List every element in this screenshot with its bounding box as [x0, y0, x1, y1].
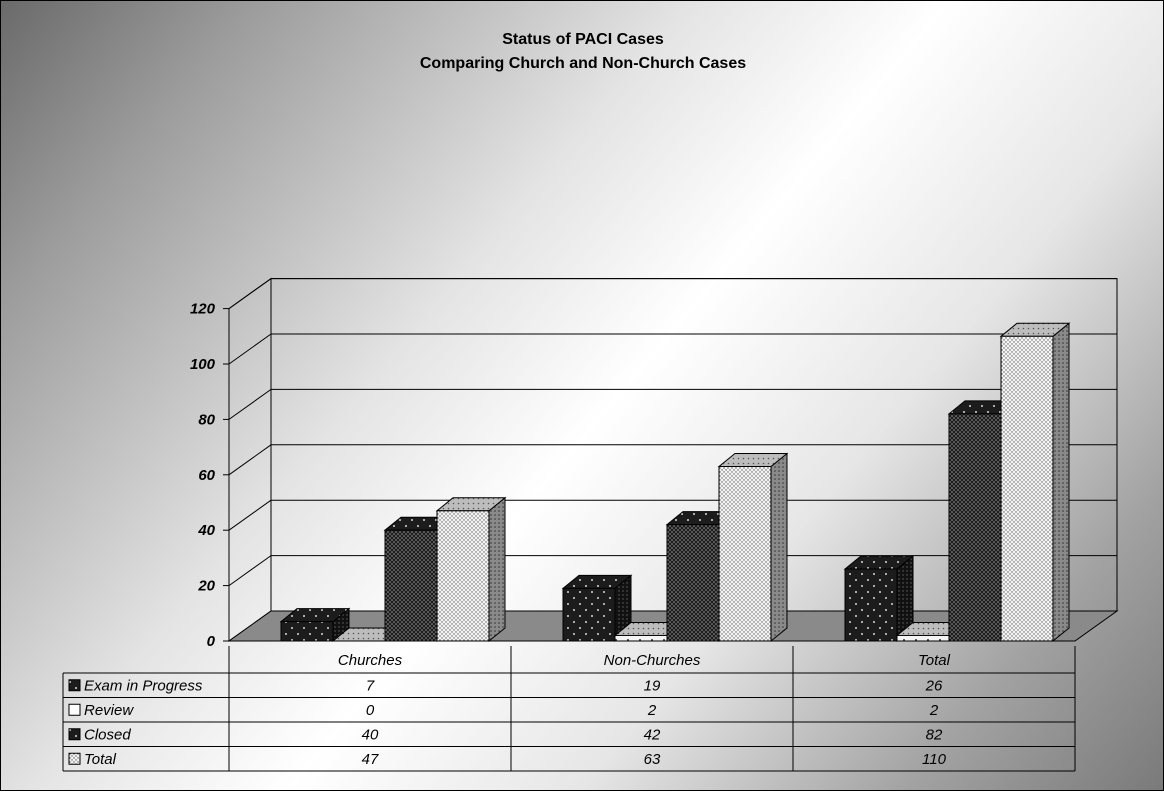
bar	[435, 496, 507, 643]
category-label: Churches	[338, 652, 403, 669]
y-tick-label: 60	[198, 467, 215, 484]
bars-group	[279, 322, 1071, 643]
bar-front	[436, 510, 490, 642]
table-cell: 19	[644, 677, 661, 694]
legend-swatch	[68, 728, 81, 741]
table-cell: 110	[922, 751, 947, 768]
bar	[717, 452, 789, 643]
legend-entry: Closed	[84, 726, 131, 743]
bar-front	[1000, 335, 1054, 642]
bar-front	[718, 465, 772, 642]
legend-swatch	[68, 752, 81, 765]
y-tick-label: 0	[207, 633, 216, 650]
table-cell: 2	[647, 702, 657, 719]
bar-front	[896, 634, 950, 642]
gridline-side	[228, 388, 272, 420]
y-tick-label: 80	[198, 411, 215, 428]
legend-swatch	[68, 703, 81, 716]
category-label: Total	[918, 652, 951, 669]
bar-front	[614, 634, 668, 642]
table-cell: 2	[929, 702, 939, 719]
legend-entry: Review	[84, 702, 134, 719]
legend-entry: Total	[84, 751, 117, 768]
bar-front	[562, 587, 616, 642]
legend-entry: Exam in Progress	[84, 677, 203, 694]
bar-front	[948, 413, 1002, 642]
gridline-side	[228, 555, 272, 587]
bar	[279, 607, 351, 643]
y-tick-label: 20	[197, 578, 215, 595]
bar-side	[1052, 322, 1070, 643]
category-label: Non-Churches	[604, 652, 701, 669]
legend-swatch	[68, 679, 81, 692]
table-cell: 63	[644, 751, 661, 768]
bar-front	[666, 524, 720, 642]
table-cell: 47	[362, 751, 379, 768]
bar	[561, 574, 633, 643]
bar-front	[384, 529, 438, 642]
table-cell: 7	[366, 677, 375, 694]
table-cell: 26	[925, 677, 943, 694]
y-tick-label: 40	[197, 522, 215, 539]
table-cell: 82	[926, 726, 943, 743]
bar-side	[488, 496, 506, 643]
table-cell: 40	[362, 726, 379, 743]
table-cell: 0	[366, 702, 375, 719]
bar-front	[844, 568, 898, 642]
y-tick-label: 100	[190, 356, 216, 373]
gridline-side	[228, 333, 272, 365]
gridline-side	[228, 444, 272, 476]
bar	[999, 322, 1071, 643]
bar	[843, 554, 915, 643]
bar-side	[770, 452, 788, 643]
y-axis-tick-labels: 0 20 40 60 80 100 120	[190, 301, 216, 650]
gridline-side	[228, 278, 272, 310]
gridline-side	[228, 499, 272, 531]
data-table: Churches Non-Churches Total Exam in Progres…	[62, 646, 1076, 772]
table-cell: 42	[644, 726, 661, 743]
bar-front	[280, 621, 334, 642]
y-tick-label: 120	[190, 301, 216, 318]
chart-title: Status of PACI Cases	[502, 31, 664, 48]
chart-subtitle: Comparing Church and Non-Church Cases	[420, 55, 746, 72]
